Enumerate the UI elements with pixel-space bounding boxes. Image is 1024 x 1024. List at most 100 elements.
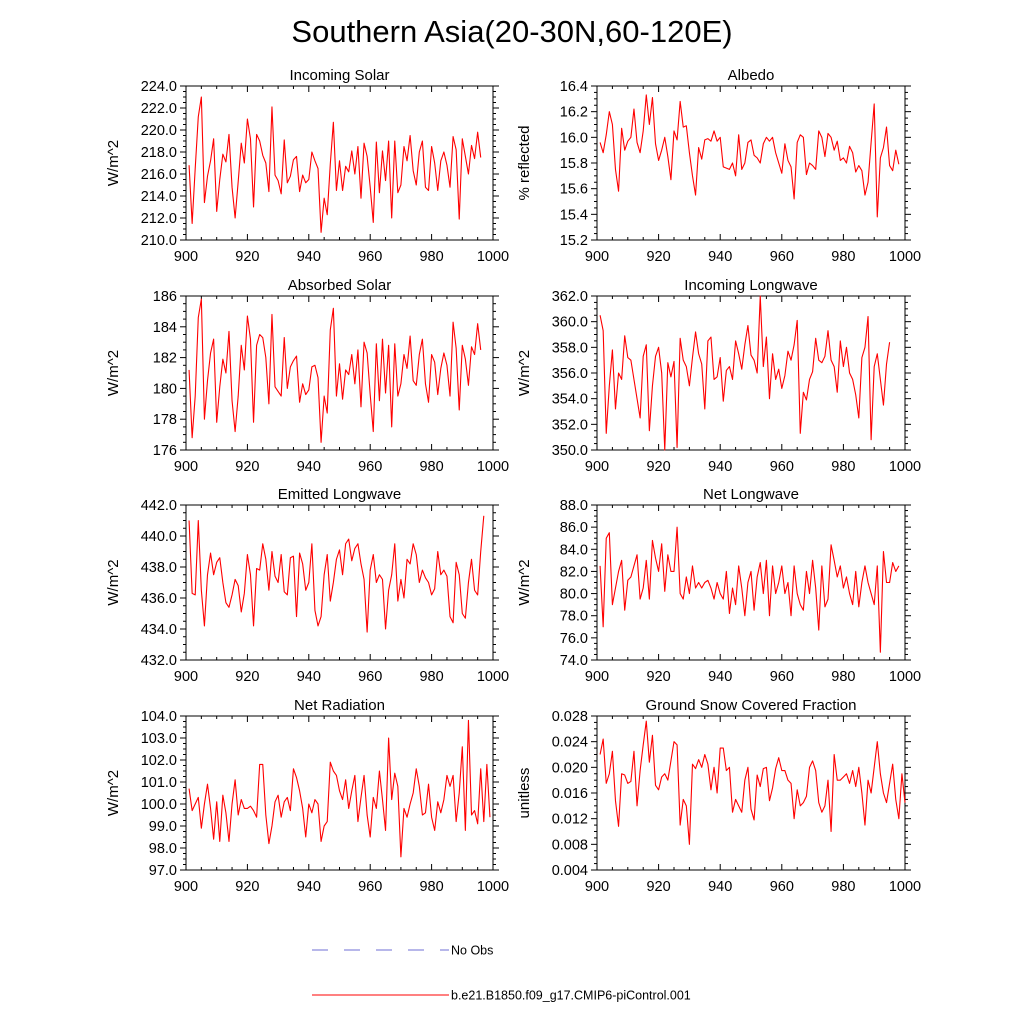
albedo-y-tick-label: 15.6	[560, 182, 588, 198]
emitted-longwave-y-tick-label: 438.0	[141, 560, 177, 576]
albedo-panel-title: Albedo	[728, 67, 775, 84]
incoming-longwave-x-tick-label: 980	[831, 459, 855, 475]
net-longwave-x-tick-label: 1000	[889, 669, 921, 685]
ground-snow-covered-fraction-panel-title: Ground Snow Covered Fraction	[646, 697, 857, 714]
ground-snow-covered-fraction-y-tick-label: 0.020	[552, 760, 588, 776]
emitted-longwave-y-tick-label: 442.0	[141, 498, 177, 514]
absorbed-solar-x-tick-label: 900	[174, 459, 198, 475]
emitted-longwave-series-line	[188, 515, 485, 633]
albedo-x-tick-label: 900	[585, 249, 609, 265]
net-longwave-plot-frame	[596, 504, 906, 661]
incoming-longwave-y-tick-label: 360.0	[552, 315, 588, 331]
absorbed-solar-x-tick-label: 940	[297, 459, 321, 475]
absorbed-solar-y-axis-label: W/m^2	[105, 350, 122, 396]
incoming-solar-y-tick-label: 218.0	[141, 145, 177, 161]
emitted-longwave-y-axis-label: W/m^2	[105, 559, 122, 605]
emitted-longwave-x-tick-label: 980	[419, 669, 443, 685]
albedo-y-tick-label: 16.2	[560, 105, 588, 121]
incoming-solar-y-tick-label: 216.0	[141, 167, 177, 183]
emitted-longwave-y-tick-label: 432.0	[141, 653, 177, 669]
incoming-longwave-x-tick-label: 1000	[889, 459, 921, 475]
incoming-solar-x-tick-label: 1000	[477, 249, 509, 265]
emitted-longwave-x-tick-label: 960	[358, 669, 382, 685]
absorbed-solar-y-tick-label: 184	[153, 320, 177, 336]
albedo-y-tick-label: 16.4	[560, 79, 588, 95]
net-radiation-y-tick-label: 97.0	[149, 863, 177, 879]
net-radiation-y-tick-label: 100.0	[141, 797, 177, 813]
net-longwave-y-tick-label: 88.0	[560, 498, 588, 514]
albedo-y-tick-label: 15.4	[560, 207, 588, 223]
ground-snow-covered-fraction-y-tick-label: 0.024	[552, 735, 588, 751]
absorbed-solar-x-tick-label: 920	[235, 459, 259, 475]
incoming-longwave-x-tick-label: 900	[585, 459, 609, 475]
ground-snow-covered-fraction-series-line	[599, 720, 906, 845]
net-radiation-y-tick-label: 104.0	[141, 709, 177, 725]
net-longwave-y-tick-label: 84.0	[560, 542, 588, 558]
legend-no-obs-label: No Obs	[451, 944, 493, 958]
albedo-x-tick-label: 940	[708, 249, 732, 265]
incoming-solar-y-tick-label: 224.0	[141, 79, 177, 95]
incoming-solar-x-tick-label: 920	[235, 249, 259, 265]
panel-incoming-solar: Incoming Solar W/m^2 900 920 940 960 980 1000 21…	[105, 67, 509, 265]
incoming-solar-x-tick-label: 900	[174, 249, 198, 265]
net-longwave-x-tick-label: 940	[708, 669, 732, 685]
net-radiation-x-tick-label: 940	[297, 879, 321, 895]
incoming-solar-x-tick-label: 960	[358, 249, 382, 265]
emitted-longwave-y-tick-label: 436.0	[141, 591, 177, 607]
net-longwave-x-tick-label: 960	[770, 669, 794, 685]
ground-snow-covered-fraction-y-tick-label: 0.008	[552, 837, 588, 853]
absorbed-solar-y-tick-label: 182	[153, 351, 177, 367]
figure-title: Southern Asia(20-30N,60-120E)	[291, 14, 732, 49]
incoming-solar-series-line	[188, 96, 482, 233]
ground-snow-covered-fraction-x-tick-label: 900	[585, 879, 609, 895]
albedo-plot-frame	[596, 85, 906, 241]
incoming-longwave-x-tick-label: 920	[646, 459, 670, 475]
albedo-x-tick-label: 920	[646, 249, 670, 265]
incoming-longwave-y-tick-label: 352.0	[552, 417, 588, 433]
incoming-longwave-x-tick-label: 960	[770, 459, 794, 475]
net-radiation-panel-title: Net Radiation	[294, 697, 385, 714]
incoming-longwave-plot-frame	[596, 295, 906, 451]
albedo-y-tick-label: 15.8	[560, 156, 588, 172]
net-longwave-x-tick-label: 920	[646, 669, 670, 685]
net-longwave-y-axis-label: W/m^2	[516, 559, 533, 605]
ground-snow-covered-fraction-y-tick-label: 0.012	[552, 812, 588, 828]
panel-emitted-longwave: Emitted Longwave W/m^2 900 920 940 960 980 1000…	[105, 486, 509, 685]
net-longwave-series-line	[599, 526, 900, 653]
emitted-longwave-x-tick-label: 900	[174, 669, 198, 685]
net-longwave-y-tick-label: 80.0	[560, 587, 588, 603]
incoming-solar-y-axis-label: W/m^2	[105, 140, 122, 186]
absorbed-solar-x-tick-label: 960	[358, 459, 382, 475]
incoming-longwave-y-tick-label: 350.0	[552, 443, 588, 459]
net-radiation-plot-frame	[185, 715, 494, 871]
incoming-longwave-y-tick-label: 358.0	[552, 340, 588, 356]
incoming-longwave-series-line	[599, 295, 891, 451]
absorbed-solar-y-tick-label: 180	[153, 381, 177, 397]
panel-albedo: Albedo % reflected 900 920 940 960 980 1000 15.2…	[516, 67, 921, 265]
emitted-longwave-x-tick-label: 1000	[477, 669, 509, 685]
absorbed-solar-x-tick-label: 1000	[477, 459, 509, 475]
absorbed-solar-plot-frame	[185, 295, 494, 451]
incoming-longwave-y-tick-label: 356.0	[552, 366, 588, 382]
net-longwave-y-tick-label: 76.0	[560, 631, 588, 647]
net-longwave-panel-title: Net Longwave	[703, 486, 799, 503]
net-radiation-series-line	[188, 719, 491, 858]
absorbed-solar-y-tick-label: 176	[153, 443, 177, 459]
absorbed-solar-x-tick-label: 980	[419, 459, 443, 475]
albedo-series-line	[599, 94, 900, 218]
net-radiation-x-tick-label: 900	[174, 879, 198, 895]
panel-net-longwave: Net Longwave W/m^2 900 920 940 960 980 1000 74.0…	[516, 486, 921, 685]
ground-snow-covered-fraction-y-tick-label: 0.028	[552, 709, 588, 725]
absorbed-solar-panel-title: Absorbed Solar	[288, 277, 391, 294]
net-radiation-x-tick-label: 1000	[477, 879, 509, 895]
albedo-y-tick-label: 15.2	[560, 233, 588, 249]
emitted-longwave-y-tick-label: 434.0	[141, 622, 177, 638]
panel-incoming-longwave: Incoming Longwave W/m^2 900 920 940 960 980 100…	[516, 277, 921, 475]
absorbed-solar-y-tick-label: 178	[153, 412, 177, 428]
net-radiation-y-tick-label: 101.0	[141, 775, 177, 791]
net-radiation-y-tick-label: 102.0	[141, 753, 177, 769]
net-longwave-y-tick-label: 78.0	[560, 609, 588, 625]
albedo-x-tick-label: 1000	[889, 249, 921, 265]
absorbed-solar-series-line	[188, 298, 482, 443]
net-longwave-y-tick-label: 82.0	[560, 564, 588, 580]
